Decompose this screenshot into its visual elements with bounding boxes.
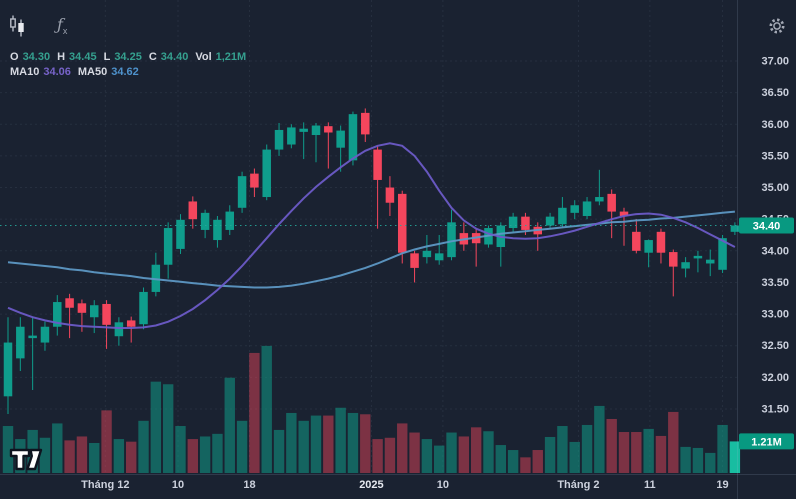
svg-text:10: 10 (437, 479, 449, 491)
svg-text:33.00: 33.00 (761, 309, 789, 321)
open-value: 34.30 (22, 51, 51, 63)
candlestick-icon (10, 15, 24, 37)
svg-text:35.00: 35.00 (761, 182, 789, 194)
low-value: 34.25 (114, 51, 142, 63)
svg-text:Tháng 2: Tháng 2 (557, 479, 599, 491)
svg-text:32.00: 32.00 (761, 372, 789, 384)
price-axis-labels[interactable]: 37.0036.5036.0035.5035.0034.5034.0033.50… (761, 56, 789, 416)
chart-toolbar: ƒx (8, 15, 67, 41)
tradingview-logo-icon (9, 448, 43, 471)
svg-text:10: 10 (172, 479, 184, 491)
svg-text:34.00: 34.00 (761, 245, 789, 257)
close-value: 34.40 (160, 51, 189, 63)
legend: O 34.30 H 34.45 L 34.25 C 34.40 Vol 1,21M MA10 34.… (10, 50, 246, 80)
ma50-line (7, 210, 735, 289)
ohlc-row: O 34.30 H 34.45 L 34.25 C 34.40 Vol 1,21M (10, 50, 246, 65)
low-label: L (103, 51, 111, 63)
fx-icon: ƒx (57, 15, 68, 37)
time-axis-labels[interactable]: Tháng 12 10 18 2025 10 Tháng 2 11 19 (81, 479, 729, 491)
last-price-badge: 34.40 (739, 217, 794, 234)
tradingview-logo[interactable] (8, 440, 44, 481)
svg-text:18: 18 (243, 479, 255, 491)
ma50-label: MA50 (77, 66, 108, 78)
open-label: O (10, 51, 19, 63)
gear-icon (769, 18, 785, 34)
svg-text:32.50: 32.50 (761, 340, 789, 352)
high-value: 34.45 (69, 51, 97, 63)
ma-row: MA10 34.06 MA50 34.62 (10, 65, 246, 80)
svg-text:36.00: 36.00 (761, 119, 789, 131)
svg-text:37.00: 37.00 (761, 56, 789, 68)
chart-settings-button[interactable] (767, 16, 787, 41)
volume-value: 1,21M (215, 51, 247, 63)
volume-label: Vol (195, 51, 212, 63)
ma10-value: 34.06 (43, 66, 71, 78)
svg-text:33.50: 33.50 (761, 277, 789, 289)
svg-text:1.21M: 1.21M (751, 436, 782, 448)
svg-text:19: 19 (716, 479, 728, 491)
svg-text:34.40: 34.40 (753, 221, 781, 233)
ma50-value: 34.62 (111, 66, 139, 78)
ma10-label: MA10 (10, 66, 40, 78)
high-label: H (57, 51, 66, 63)
svg-text:11: 11 (644, 479, 656, 491)
svg-text:36.50: 36.50 (761, 87, 789, 99)
svg-text:Tháng 12: Tháng 12 (81, 479, 129, 491)
svg-text:35.50: 35.50 (761, 150, 789, 162)
svg-text:31.50: 31.50 (761, 403, 789, 415)
gridlines (0, 0, 737, 474)
volume-badge: 1.21M (739, 433, 794, 450)
volume-layer (2, 345, 741, 473)
indicators-fx-button[interactable]: ƒx (57, 15, 67, 41)
candlestick-style-button[interactable] (8, 15, 27, 38)
close-label: C (148, 51, 157, 63)
ma10-line (7, 142, 736, 329)
svg-text:2025: 2025 (359, 479, 383, 491)
